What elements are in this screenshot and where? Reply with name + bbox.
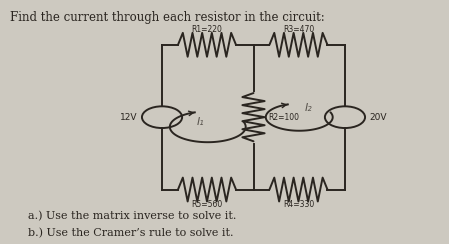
Text: R1=220: R1=220 bbox=[192, 25, 222, 34]
Text: R5=560: R5=560 bbox=[191, 200, 223, 209]
Text: R3=470: R3=470 bbox=[283, 25, 314, 34]
Text: R2=100: R2=100 bbox=[268, 113, 299, 122]
Text: 20V: 20V bbox=[370, 113, 387, 122]
Text: I₂: I₂ bbox=[304, 102, 312, 112]
Text: R4=330: R4=330 bbox=[283, 200, 314, 209]
Text: 12V: 12V bbox=[120, 113, 137, 122]
Text: b.) Use the Cramer’s rule to solve it.: b.) Use the Cramer’s rule to solve it. bbox=[28, 228, 233, 238]
Text: a.) Use the matrix inverse to solve it.: a.) Use the matrix inverse to solve it. bbox=[28, 211, 237, 222]
Text: Find the current through each resistor in the circuit:: Find the current through each resistor i… bbox=[10, 11, 325, 24]
Text: I₁: I₁ bbox=[197, 117, 205, 127]
